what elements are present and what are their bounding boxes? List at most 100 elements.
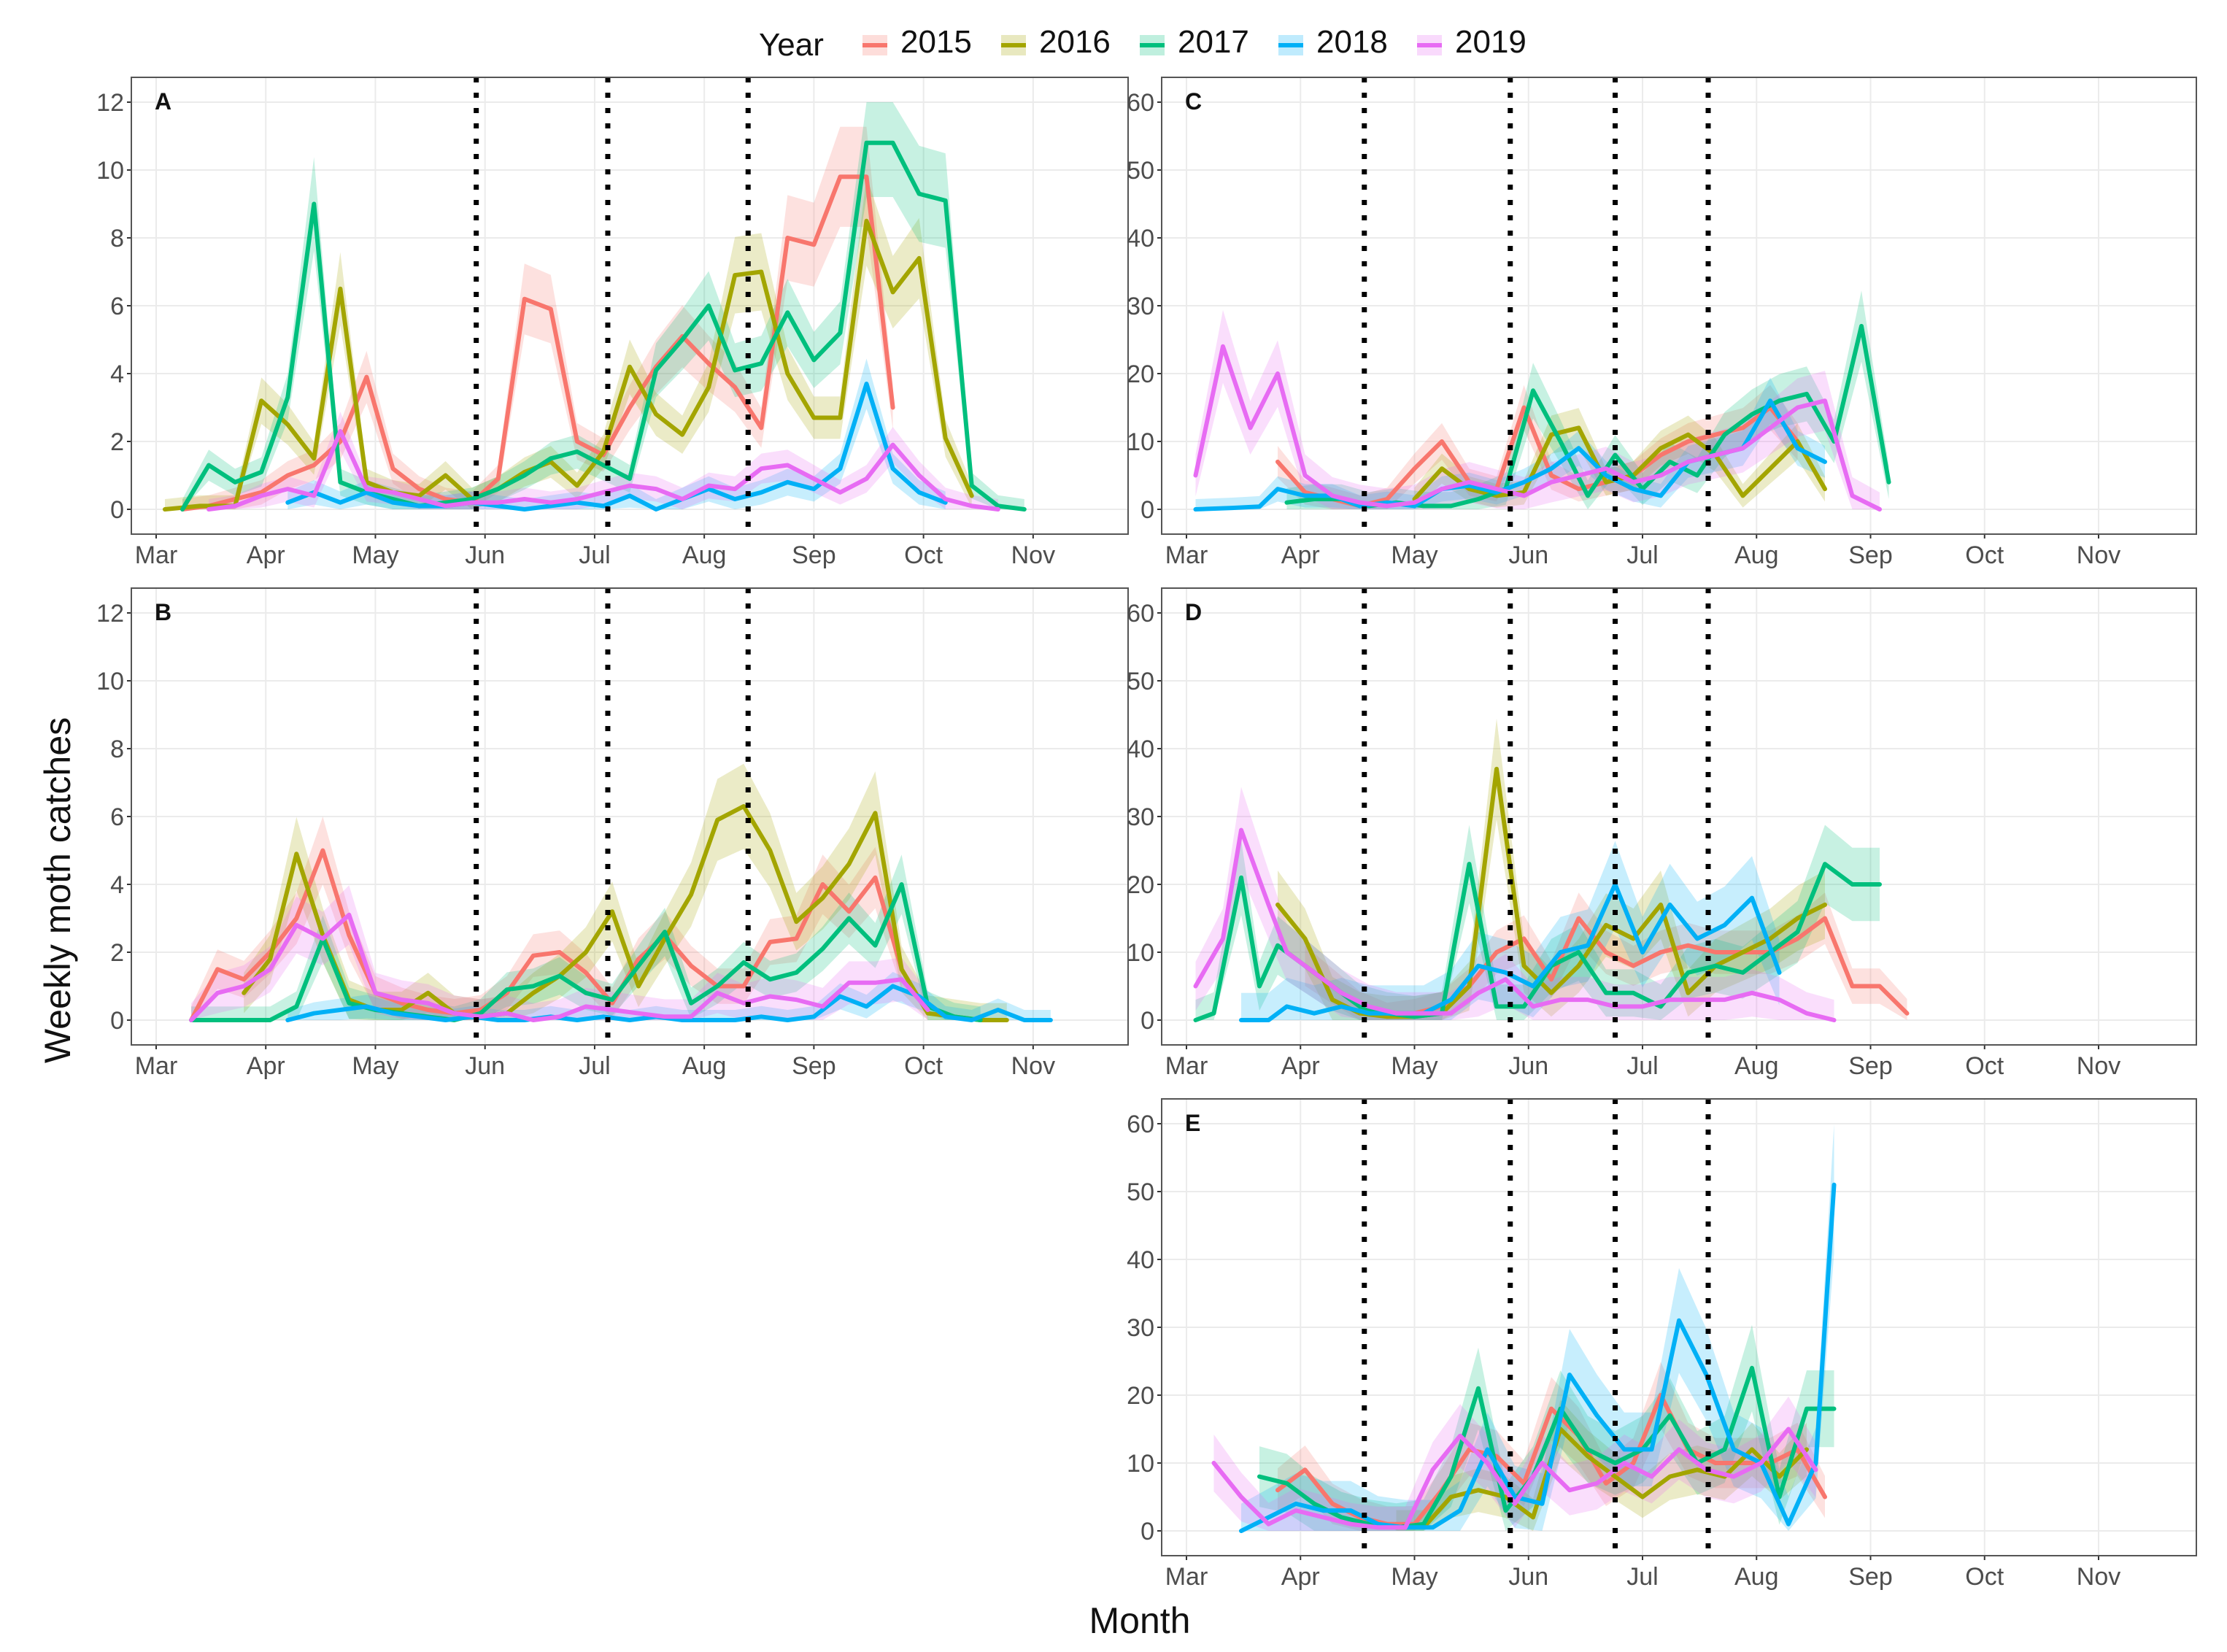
x-tick-label: Mar	[135, 541, 178, 569]
ci-ribbon-2016	[1278, 718, 1825, 1020]
y-tick-label: 40	[1127, 736, 1154, 763]
y-tick-label: 8	[110, 225, 124, 252]
ci-ribbon-2017	[182, 102, 1024, 509]
x-tick-label: Nov	[2077, 1052, 2120, 1080]
panel-b: 0 2 4 6 8 10 12 Mar Apr May Jun Jul Aug Sep Oct Nov B	[96, 587, 1129, 1080]
ci-ribbon-2018	[1241, 841, 1780, 1020]
x-tick-label: Mar	[1165, 541, 1208, 569]
x-tick-label: Nov	[1011, 1052, 1055, 1080]
panel-border	[1161, 587, 2197, 1046]
x-tick-label: Jul	[1626, 1563, 1658, 1591]
x-tick-label: Jul	[579, 1052, 610, 1080]
y-tick-label: 50	[1127, 668, 1154, 695]
y-tick-label: 12	[96, 600, 124, 628]
x-tick-label: Aug	[1734, 1563, 1779, 1591]
x-tick-label: Nov	[2077, 1563, 2120, 1591]
panel-border	[131, 587, 1129, 1046]
x-tick-label: Oct	[1965, 1052, 2004, 1080]
x-tick-label: May	[1391, 541, 1437, 569]
y-tick-label: 40	[1127, 1246, 1154, 1274]
x-tick-label: Sep	[792, 541, 836, 569]
x-tick-label: Apr	[1281, 1563, 1320, 1591]
y-tick-label: 10	[96, 668, 124, 695]
legend-title: Year	[759, 27, 824, 63]
legend-label-2015: 2015	[900, 24, 972, 60]
ci-ribbon-2017	[1259, 1324, 1834, 1531]
x-tick-label: Aug	[682, 541, 727, 569]
x-tick-label: Jun	[465, 541, 505, 569]
y-axis-title: Weekly moth catches	[37, 717, 78, 1063]
y-tick-label: 50	[1127, 157, 1154, 185]
x-tick-label: Aug	[1734, 1052, 1779, 1080]
y-tick-label: 6	[110, 293, 124, 320]
x-tick-label: Oct	[904, 1052, 943, 1080]
y-tick-label: 30	[1127, 1314, 1154, 1342]
x-tick-label: Sep	[1848, 1052, 1893, 1080]
x-tick-label: Jun	[465, 1052, 505, 1080]
x-tick-label: Aug	[682, 1052, 727, 1080]
y-tick-label: 2	[110, 428, 124, 456]
ci-ribbon-2018	[1195, 377, 1825, 509]
series-line-2016	[1412, 425, 1827, 501]
series-line-2018	[285, 382, 948, 512]
panel-border	[1161, 77, 2197, 535]
x-tick-label: Apr	[1281, 1052, 1320, 1080]
x-tick-label: Oct	[1965, 1563, 2004, 1591]
y-tick-label: 60	[1127, 1111, 1154, 1138]
x-axis-title: Month	[1089, 1600, 1191, 1641]
y-tick-label: 0	[1140, 1518, 1154, 1545]
y-tick-label: 30	[1127, 293, 1154, 320]
y-tick-label: 6	[110, 803, 124, 831]
y-tick-label: 10	[96, 157, 124, 185]
x-tick-label: Apr	[247, 1052, 285, 1080]
series-line-2016	[1394, 1427, 1809, 1530]
x-tick-label: Mar	[135, 1052, 178, 1080]
legend: Year 2015 2016 2017 2018 2019	[759, 24, 1527, 63]
panel-a: 0 2 4 6 8 10 12 Mar Apr May Jun Jul Aug Sep Oct Nov A	[96, 77, 1129, 569]
y-tick-label: 4	[110, 360, 124, 388]
ci-ribbon-2016	[244, 763, 1007, 1020]
y-tick-label: 20	[1127, 1382, 1154, 1410]
panel-letter: D	[1185, 599, 1202, 625]
y-tick-label: 12	[96, 89, 124, 117]
x-tick-label: May	[352, 1052, 398, 1080]
ci-ribbon-2015	[182, 126, 893, 509]
x-tick-label: Jun	[1508, 541, 1548, 569]
x-tick-label: Mar	[1165, 1563, 1208, 1591]
panel-letter: C	[1185, 88, 1202, 115]
ci-ribbon-2018	[287, 358, 946, 509]
x-tick-label: Sep	[1848, 541, 1893, 569]
x-tick-label: Jul	[579, 541, 610, 569]
y-tick-label: 0	[110, 496, 124, 524]
y-tick-label: 60	[1127, 89, 1154, 117]
ci-ribbon-2017	[191, 854, 981, 1020]
panel-letter: E	[1185, 1110, 1200, 1136]
panel-border	[131, 77, 1129, 535]
legend-label-2016: 2016	[1039, 24, 1111, 60]
y-tick-label: 50	[1127, 1178, 1154, 1206]
y-tick-label: 2	[110, 939, 124, 967]
panel-letter: B	[155, 599, 171, 625]
y-tick-label: 4	[110, 871, 124, 899]
y-tick-label: 10	[1127, 428, 1154, 456]
series-line-2015	[189, 848, 904, 1022]
series-line-2015	[180, 174, 895, 512]
x-tick-label: May	[1391, 1563, 1437, 1591]
x-tick-label: May	[1391, 1052, 1437, 1080]
y-tick-label: 8	[110, 736, 124, 763]
series-line-2017	[1257, 1365, 1837, 1530]
x-tick-label: May	[352, 541, 398, 569]
y-tick-label: 20	[1127, 871, 1154, 899]
series-line-2019	[1193, 344, 1882, 512]
y-tick-label: 10	[1127, 939, 1154, 967]
x-tick-label: Aug	[1734, 541, 1779, 569]
legend-label-2017: 2017	[1178, 24, 1249, 60]
y-tick-label: 60	[1127, 600, 1154, 628]
x-tick-label: Jun	[1508, 1052, 1548, 1080]
y-tick-label: 0	[1140, 1007, 1154, 1035]
panel-e: 0 10 20 30 40 50 60 Mar Apr May Jun Jul Aug Sep Oct Nov…	[1127, 1098, 2197, 1591]
legend-label-2019: 2019	[1455, 24, 1527, 60]
y-tick-label: 30	[1127, 803, 1154, 831]
x-tick-label: Apr	[1281, 541, 1320, 569]
